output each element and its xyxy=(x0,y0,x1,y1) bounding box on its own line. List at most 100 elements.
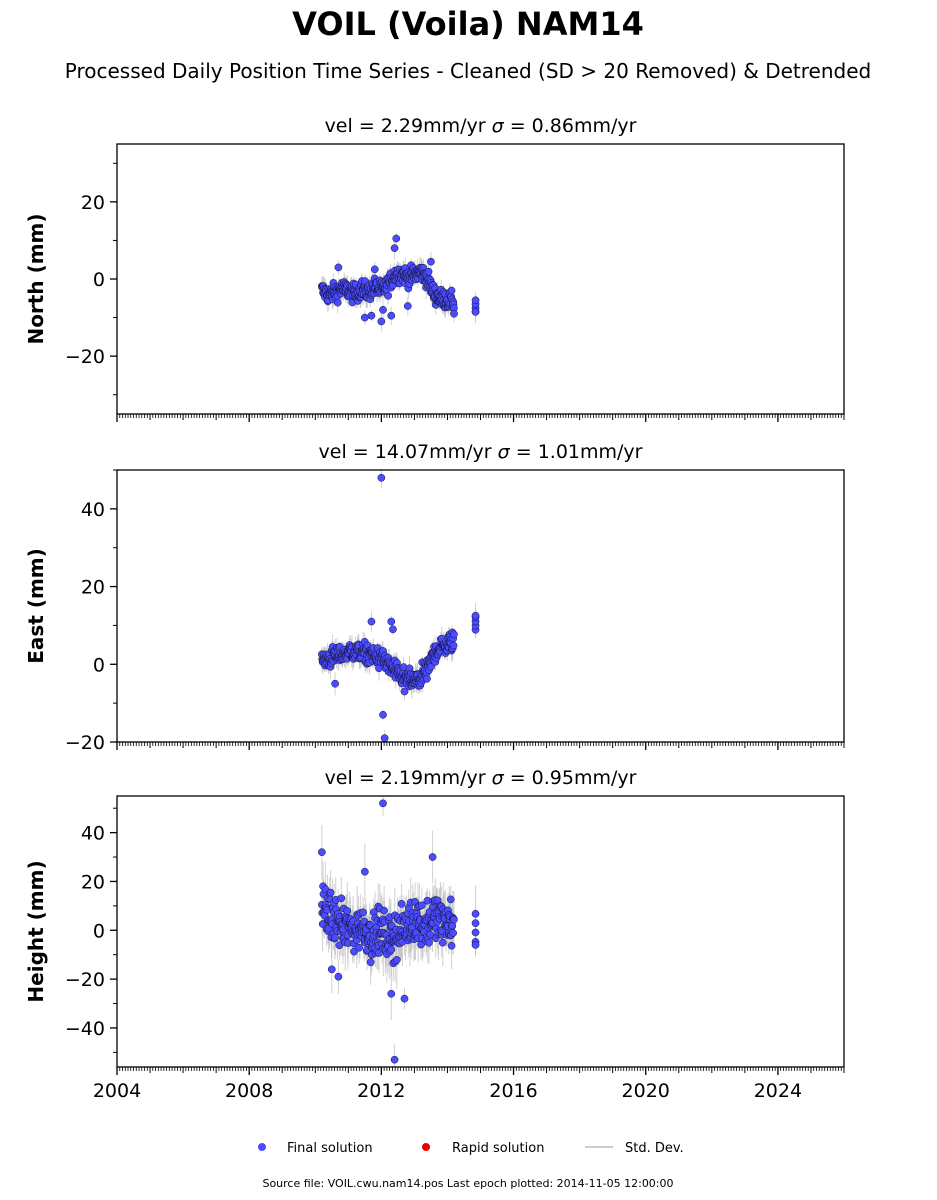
data-point xyxy=(360,313,369,322)
data-point xyxy=(380,734,389,742)
ytick-label: 40 xyxy=(81,499,105,521)
data-point xyxy=(471,307,480,316)
data-point xyxy=(390,244,399,252)
data-point xyxy=(438,938,447,947)
data-point xyxy=(387,945,396,954)
data-point xyxy=(425,938,433,947)
data-point xyxy=(379,306,387,314)
ylabel-north: North (mm) xyxy=(24,213,48,344)
data-point xyxy=(450,309,458,318)
data-point xyxy=(377,317,386,326)
panel-title-north: vel = 2.29mm/yr σ = 0.86mm/yr xyxy=(325,115,637,137)
data-point xyxy=(424,267,433,276)
data-point xyxy=(379,799,387,808)
data-point xyxy=(450,630,458,639)
legend-rapid-marker xyxy=(422,1143,430,1151)
data-point xyxy=(450,915,458,924)
data-point xyxy=(446,895,455,904)
data-point xyxy=(392,956,401,964)
data-point xyxy=(423,674,431,683)
points-height xyxy=(318,799,480,1064)
xtick-label: 2004 xyxy=(93,1080,141,1102)
legend-final-marker xyxy=(258,1143,266,1151)
data-point xyxy=(392,234,401,243)
data-point xyxy=(471,941,480,949)
ytick-label: −20 xyxy=(65,732,105,754)
xtick-label: 2016 xyxy=(489,1080,537,1102)
data-point xyxy=(387,311,396,320)
ylabel-height: Height (mm) xyxy=(24,860,48,1002)
data-point xyxy=(370,265,379,274)
data-point xyxy=(366,958,375,967)
panel-height: vel = 2.19mm/yr σ = 0.95mm/yr −40 −20 0 20 40… xyxy=(24,767,845,1102)
data-point xyxy=(384,291,392,300)
ytick-label: 0 xyxy=(93,654,105,676)
plot-frame-height xyxy=(116,795,845,1068)
ytick-label: −40 xyxy=(65,1018,105,1040)
data-point xyxy=(318,848,326,857)
points-east xyxy=(318,473,480,742)
panel-title-east: vel = 14.07mm/yr σ = 1.01mm/yr xyxy=(319,441,643,463)
xtick-label: 2012 xyxy=(357,1080,405,1102)
data-point xyxy=(331,933,339,942)
data-point xyxy=(380,906,388,915)
data-point xyxy=(331,679,339,688)
data-point xyxy=(387,989,396,998)
data-point xyxy=(326,888,335,897)
xtick-label: 2008 xyxy=(225,1080,273,1102)
data-point xyxy=(400,687,409,696)
data-point xyxy=(387,617,396,626)
panel-title-height: vel = 2.19mm/yr σ = 0.95mm/yr xyxy=(325,767,637,789)
data-point xyxy=(355,943,364,952)
data-point xyxy=(449,929,457,937)
plot-frame-east xyxy=(116,469,845,743)
data-point xyxy=(377,473,386,482)
legend: Final solution Rapid solution Std. Dev. xyxy=(258,1141,684,1156)
data-point xyxy=(343,907,352,915)
data-point xyxy=(334,972,343,981)
data-point xyxy=(403,302,412,310)
data-point xyxy=(333,298,342,307)
data-north xyxy=(318,232,480,332)
data-point xyxy=(390,1055,399,1064)
figure-subtitle: Processed Daily Position Time Series - C… xyxy=(65,59,871,83)
data-point xyxy=(471,928,480,937)
data-point xyxy=(367,617,376,626)
data-point xyxy=(379,710,387,719)
points-north xyxy=(318,234,480,326)
ytick-label: 0 xyxy=(93,269,105,291)
data-point xyxy=(471,611,480,620)
source-footer: Source file: VOIL.cwu.nam14.pos Last epo… xyxy=(262,1177,673,1190)
ytick-label: 20 xyxy=(81,871,105,893)
ytick-label: −20 xyxy=(65,346,105,368)
data-point xyxy=(471,296,480,305)
data-point xyxy=(359,908,367,917)
data-point xyxy=(337,894,346,903)
ylabel-east: East (mm) xyxy=(24,548,48,664)
panel-east: vel = 14.07mm/yr σ = 1.01mm/yr −20 0 20 40 Ea… xyxy=(24,441,845,754)
data-height xyxy=(318,796,480,1067)
data-point xyxy=(417,901,426,910)
data-point xyxy=(367,311,376,320)
data-point xyxy=(334,263,343,272)
data-point xyxy=(426,930,434,939)
data-point xyxy=(427,257,435,266)
data-point xyxy=(447,941,456,950)
panels: vel = 2.29mm/yr σ = 0.86mm/yr −20 0 20 North… xyxy=(24,115,845,1102)
ytick-label: 0 xyxy=(93,920,105,942)
ytick-label: 20 xyxy=(81,192,105,214)
data-east xyxy=(318,470,480,742)
figure-title: VOIL (Voila) NAM14 xyxy=(292,5,644,43)
data-point xyxy=(327,965,336,974)
data-point xyxy=(447,286,456,295)
data-point xyxy=(471,909,480,918)
stddev-bars-east xyxy=(321,470,477,742)
panel-north: vel = 2.29mm/yr σ = 0.86mm/yr −20 0 20 North… xyxy=(24,115,845,422)
data-point xyxy=(471,919,480,928)
legend-final-label: Final solution xyxy=(287,1141,373,1156)
data-point xyxy=(400,994,409,1003)
data-point xyxy=(397,900,406,908)
ytick-label: 40 xyxy=(81,823,105,845)
data-point xyxy=(350,947,358,956)
